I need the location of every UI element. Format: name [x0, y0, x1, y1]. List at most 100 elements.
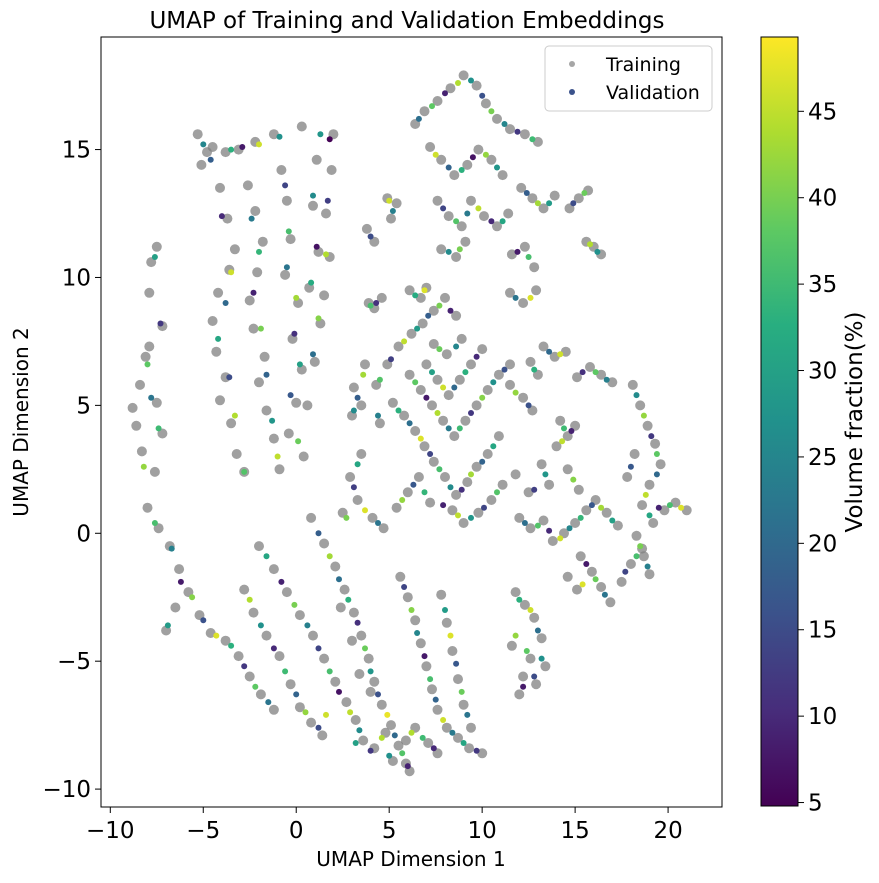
validation-point — [523, 190, 530, 196]
training-point — [497, 479, 508, 490]
validation-point — [678, 504, 685, 511]
validation-point — [151, 254, 158, 260]
training-point — [257, 236, 268, 247]
training-point — [302, 400, 313, 411]
training-point — [244, 671, 255, 682]
validation-point — [315, 530, 322, 537]
training-point — [410, 615, 421, 626]
validation-point — [412, 379, 419, 386]
validation-point — [345, 596, 352, 603]
validation-point — [453, 218, 460, 225]
training-point — [527, 193, 538, 204]
training-point — [473, 507, 484, 518]
validation-point — [440, 205, 447, 212]
validation-point — [415, 115, 422, 122]
validation-point — [417, 435, 424, 442]
training-point — [309, 356, 320, 367]
training-point — [525, 653, 536, 664]
training-point — [254, 541, 264, 552]
validation-point — [449, 729, 456, 736]
validation-point — [534, 522, 541, 529]
validation-point — [646, 512, 653, 519]
validation-point — [516, 596, 523, 603]
training-point — [505, 124, 515, 135]
training-point — [525, 356, 536, 367]
validation-point — [315, 645, 322, 652]
training-point — [402, 487, 413, 498]
training-point — [425, 142, 436, 152]
validation-point — [542, 471, 549, 478]
training-point — [456, 221, 467, 232]
training-point — [479, 211, 489, 222]
training-point — [596, 369, 607, 380]
training-point — [549, 190, 560, 201]
training-point — [192, 129, 203, 140]
training-point — [519, 241, 530, 252]
validation-point — [468, 514, 474, 521]
colorbar-gradient — [760, 36, 799, 807]
training-point — [363, 653, 374, 664]
training-point — [510, 469, 521, 480]
validation-point — [263, 371, 270, 378]
training-point — [560, 346, 571, 357]
training-point — [345, 472, 356, 482]
training-point — [233, 651, 244, 662]
validation-point — [501, 366, 508, 373]
training-point — [510, 587, 521, 598]
validation-point — [568, 428, 575, 434]
training-point — [131, 420, 142, 431]
training-point — [453, 732, 463, 743]
validation-point — [317, 131, 324, 138]
validation-point — [367, 233, 374, 240]
validation-point — [501, 121, 508, 127]
training-point — [436, 154, 447, 165]
validation-point — [430, 745, 437, 752]
training-point — [231, 449, 242, 459]
training-points — [127, 70, 692, 777]
training-point — [296, 121, 307, 132]
validation-point — [326, 136, 333, 143]
training-point — [415, 292, 426, 303]
validation-point — [157, 320, 164, 327]
training-point — [451, 252, 462, 262]
validation-point — [469, 154, 476, 161]
training-point — [255, 689, 266, 700]
validation-point — [488, 108, 495, 115]
training-point — [650, 438, 661, 449]
training-point — [361, 223, 372, 234]
training-point — [573, 193, 584, 204]
validation-point — [527, 607, 534, 613]
validation-point — [408, 729, 415, 736]
training-point — [280, 269, 291, 280]
validation-point — [473, 747, 480, 754]
y-tick-label: −10 — [42, 777, 91, 803]
x-tick-label: −5 — [186, 818, 220, 844]
training-point — [274, 464, 285, 475]
training-point — [547, 536, 558, 546]
training-point — [441, 349, 452, 360]
plot-border — [100, 36, 723, 808]
validation-point — [291, 330, 298, 337]
training-point — [274, 651, 285, 662]
validation-point — [447, 307, 454, 314]
training-point — [644, 569, 655, 580]
training-point — [538, 341, 549, 352]
y-tick-label: 15 — [62, 138, 91, 164]
training-point — [482, 385, 493, 395]
training-point — [540, 661, 551, 672]
validation-point — [360, 371, 367, 378]
x-tick-label: 15 — [560, 818, 589, 844]
training-point — [423, 738, 434, 748]
training-point — [635, 400, 646, 411]
training-point — [471, 80, 482, 91]
validation-point — [494, 489, 500, 496]
training-point — [268, 704, 279, 715]
validation-point — [352, 740, 359, 746]
training-point — [644, 479, 655, 490]
validation-point — [151, 520, 158, 526]
training-point — [562, 464, 573, 475]
validation-point — [653, 451, 660, 457]
validation-point — [445, 164, 452, 171]
validation-point — [475, 205, 482, 212]
training-point — [471, 461, 482, 472]
